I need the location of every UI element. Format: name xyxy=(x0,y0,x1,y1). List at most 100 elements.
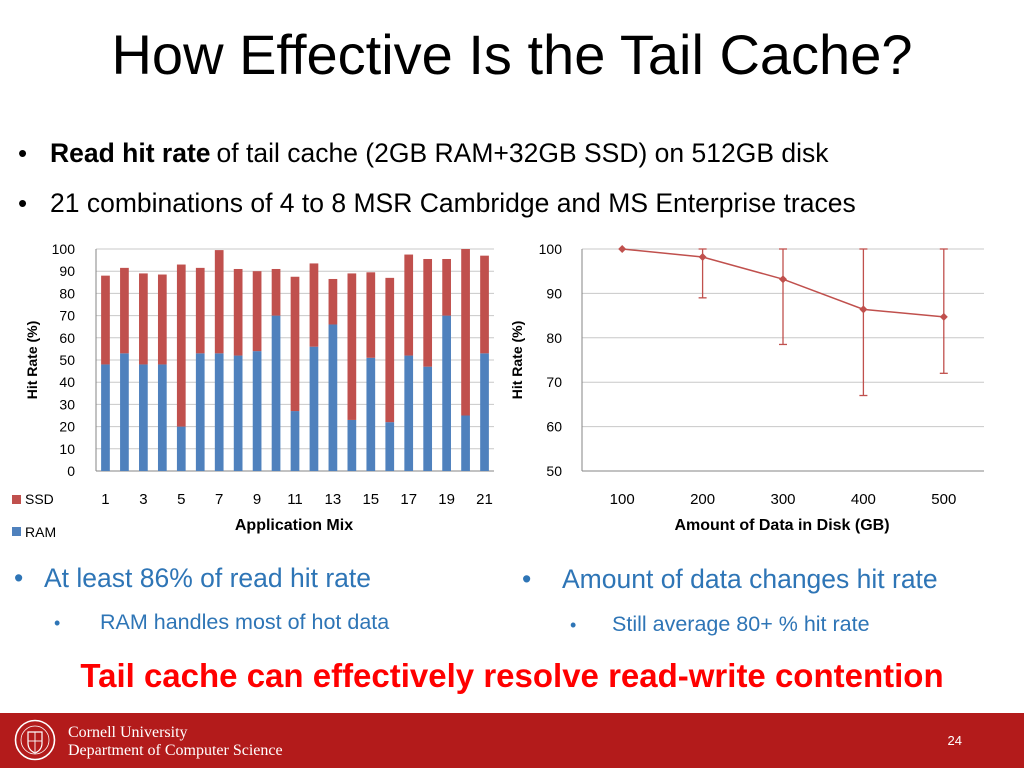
bar-ram xyxy=(120,353,129,471)
bullet-item: • 21 combinations of 4 to 8 MSR Cambridg… xyxy=(18,178,1008,228)
bullet-icon: • xyxy=(570,615,577,635)
bullet-icon: • xyxy=(522,564,532,594)
bar-ram xyxy=(290,411,300,471)
bar-ram xyxy=(385,422,395,471)
left-subpoint: • RAM handles most of hot data xyxy=(54,610,389,635)
x-tick-label: 300 xyxy=(770,491,795,508)
bullet-icon: • xyxy=(14,563,24,593)
bullet-icon: • xyxy=(18,138,28,168)
legend-label-ram: RAM xyxy=(25,524,56,540)
right-point-text: Amount of data changes hit rate xyxy=(562,564,938,594)
x-tick-label: 400 xyxy=(851,491,876,508)
y-tick-label: 100 xyxy=(52,241,76,257)
bar-ram xyxy=(271,315,281,471)
x-tick-label: 1 xyxy=(101,491,109,508)
bar-ram xyxy=(423,366,433,471)
data-point xyxy=(859,305,868,314)
y-axis-label: Hit Rate (%) xyxy=(509,321,525,400)
x-axis-label: Amount of Data in Disk (GB) xyxy=(674,517,889,534)
right-subpoint: • Still average 80+ % hit rate xyxy=(570,612,870,637)
bullet-text: 21 combinations of 4 to 8 MSR Cambridge … xyxy=(50,188,856,218)
legend: SSD RAM xyxy=(12,491,56,540)
y-tick-label: 70 xyxy=(59,308,75,324)
bar-ram xyxy=(309,346,319,471)
bar-ssd xyxy=(480,255,489,354)
y-tick-label: 20 xyxy=(59,419,75,435)
department-name: Department of Computer Science xyxy=(68,742,283,759)
x-tick-label: 21 xyxy=(476,491,493,508)
bar-ssd xyxy=(233,268,243,356)
bar-ssd xyxy=(385,277,395,423)
bar-ram xyxy=(176,426,186,471)
x-tick-label: 13 xyxy=(325,491,342,508)
bar-ram xyxy=(461,415,470,471)
data-point xyxy=(779,275,787,284)
bar-ssd xyxy=(101,275,110,365)
bar-ram xyxy=(442,315,451,471)
y-tick-label: 0 xyxy=(67,463,75,479)
university-wordmark: Cornell University Department of Compute… xyxy=(68,724,283,760)
bar-ram xyxy=(157,364,167,471)
y-tick-label: 100 xyxy=(539,241,563,257)
y-tick-label: 40 xyxy=(59,374,75,390)
y-tick-label: 50 xyxy=(59,352,75,368)
bar-ram xyxy=(139,364,148,471)
data-point xyxy=(618,245,627,253)
bar-ssd xyxy=(139,273,148,365)
bar-ram xyxy=(366,357,376,471)
legend-swatch-ram xyxy=(12,527,21,536)
bar-ssd xyxy=(252,271,262,352)
bullet-item: • Read hit rate of tail cache (2GB RAM+3… xyxy=(18,128,1008,178)
y-tick-label: 80 xyxy=(59,285,75,301)
right-subpoint-text: Still average 80+ % hit rate xyxy=(612,612,870,636)
line-chart: 50 60 70 80 90 100 100 200 300 400 500 Hit Rate (… xyxy=(509,241,984,534)
data-point xyxy=(939,312,948,321)
data-point xyxy=(698,252,707,261)
right-point: • Amount of data changes hit rate xyxy=(522,564,938,595)
legend-label-ssd: SSD xyxy=(25,491,54,507)
x-tick-label: 200 xyxy=(690,491,715,508)
bullet-text: of tail cache (2GB RAM+32GB SSD) on 512G… xyxy=(216,138,829,168)
x-tick-label: 5 xyxy=(177,491,185,508)
y-tick-label: 90 xyxy=(59,263,75,279)
y-tick-label: 90 xyxy=(546,285,562,301)
bar-ssd xyxy=(309,263,319,347)
bar-ram xyxy=(252,351,262,471)
conclusion-text: Tail cache can effectively resolve read-… xyxy=(80,657,944,694)
bar-ssd xyxy=(366,272,376,358)
bar-ssd xyxy=(461,249,470,416)
y-tick-label: 30 xyxy=(59,396,75,412)
y-tick-label: 70 xyxy=(546,374,562,390)
bar-ssd xyxy=(423,258,433,367)
legend-swatch-ssd xyxy=(12,495,21,504)
bullet-icon: • xyxy=(54,613,61,633)
x-axis-label: Application Mix xyxy=(235,517,353,534)
y-tick-label: 50 xyxy=(546,463,562,479)
bar-ram xyxy=(404,355,414,471)
x-tick-label: 17 xyxy=(400,491,417,508)
x-tick-label: 11 xyxy=(287,491,303,508)
bar-ssd xyxy=(404,254,414,356)
bar-ram xyxy=(480,353,489,471)
slide-title: How Effective Is the Tail Cache? xyxy=(111,23,913,86)
bar-ssd xyxy=(271,268,281,316)
y-tick-label: 60 xyxy=(59,330,75,346)
cornell-seal-icon xyxy=(14,719,56,761)
x-tick-label: 7 xyxy=(215,491,223,508)
bar-ssd xyxy=(347,273,357,420)
bar-ram xyxy=(101,364,110,471)
y-tick-label: 10 xyxy=(59,441,75,457)
bar-ssd xyxy=(195,267,205,354)
bar-ssd xyxy=(442,258,451,316)
bar-ssd xyxy=(214,250,224,354)
bullet-icon: • xyxy=(18,188,28,218)
bar-ssd xyxy=(157,274,167,365)
bar-ram xyxy=(233,355,243,471)
university-name: Cornell University xyxy=(68,724,188,741)
bar-ssd xyxy=(328,278,338,325)
bar-ssd xyxy=(290,276,300,412)
x-tick-label: 3 xyxy=(139,491,147,508)
bar-ram xyxy=(195,353,205,471)
bar-ram xyxy=(328,324,338,471)
x-tick-label: 19 xyxy=(438,491,455,508)
